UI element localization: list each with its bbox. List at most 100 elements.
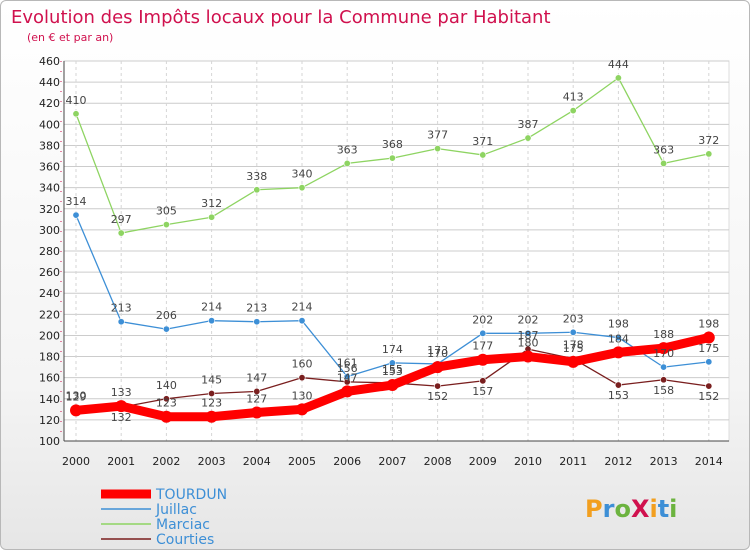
data-point-tourdun (386, 379, 399, 392)
x-tick-label: 2014 (695, 455, 723, 468)
data-point-marciac (479, 151, 487, 159)
x-tick-label: 2002 (152, 455, 180, 468)
data-point-juillac (524, 329, 532, 337)
data-label-juillac: 170 (653, 347, 674, 360)
data-point-juillac (162, 325, 170, 333)
data-point-courties (253, 387, 261, 395)
data-point-marciac (72, 110, 80, 118)
data-point-marciac (705, 150, 713, 158)
data-label-courties: 155 (382, 363, 403, 376)
y-tick-label: 180 (39, 351, 60, 364)
data-label-courties: 152 (698, 390, 719, 403)
data-label-tourdun: 147 (337, 371, 358, 384)
y-tick-label: 280 (39, 245, 60, 258)
data-point-tourdun (522, 350, 534, 363)
y-tick-label: 160 (39, 372, 60, 385)
x-tick-label: 2013 (650, 455, 678, 468)
x-tick-label: 2003 (198, 455, 226, 468)
data-point-marciac (660, 159, 668, 167)
data-label-courties: 145 (201, 374, 222, 387)
y-tick-label: 260 (39, 266, 60, 279)
data-point-tourdun (657, 342, 670, 355)
data-label-tourdun: 170 (427, 347, 448, 360)
data-point-courties (298, 374, 306, 382)
x-tick-label: 2007 (378, 455, 406, 468)
y-tick-label: 340 (39, 182, 60, 195)
data-point-tourdun (250, 406, 263, 419)
y-tick-label: 140 (39, 393, 60, 406)
data-label-marciac: 387 (518, 118, 539, 131)
data-label-juillac: 198 (608, 318, 629, 331)
data-label-juillac: 174 (382, 343, 403, 356)
x-tick-label: 2006 (333, 455, 361, 468)
data-label-courties: 132 (111, 411, 132, 424)
logo-text: ProXiti (585, 495, 677, 523)
data-point-juillac (208, 317, 216, 325)
data-label-juillac: 214 (292, 301, 313, 314)
data-point-juillac (388, 359, 396, 367)
data-label-courties: 160 (292, 358, 313, 371)
data-label-courties: 156 (337, 362, 358, 375)
data-point-tourdun (115, 400, 128, 413)
y-tick-label: 380 (39, 139, 60, 152)
data-point-courties (208, 389, 216, 397)
y-tick-label: 240 (39, 287, 60, 300)
data-point-tourdun (70, 404, 82, 417)
data-label-marciac: 444 (608, 58, 629, 71)
y-tick-label: 420 (39, 97, 60, 110)
data-label-courties: 157 (472, 385, 493, 398)
data-point-juillac (614, 334, 622, 342)
data-point-tourdun (341, 385, 354, 398)
data-label-courties: 158 (653, 384, 674, 397)
data-point-marciac (298, 184, 306, 192)
data-label-courties: 140 (156, 379, 177, 392)
data-label-juillac: 214 (201, 301, 222, 314)
y-tick-label: 320 (39, 203, 60, 216)
data-label-tourdun: 153 (382, 365, 403, 378)
data-label-juillac: 213 (246, 302, 267, 315)
data-point-tourdun (431, 361, 444, 374)
x-tick-label: 2010 (514, 455, 542, 468)
data-point-marciac (162, 221, 170, 229)
x-tick-label: 2011 (559, 455, 587, 468)
data-point-tourdun (296, 403, 308, 416)
data-label-marciac: 410 (66, 94, 87, 107)
chart-subtitle: (en € et par an) (27, 31, 113, 44)
data-label-juillac: 206 (156, 309, 177, 322)
data-label-juillac: 314 (66, 195, 87, 208)
x-tick-label: 2008 (424, 455, 452, 468)
data-label-marciac: 363 (653, 143, 674, 156)
data-point-juillac (72, 211, 80, 219)
data-label-marciac: 413 (563, 91, 584, 104)
data-point-marciac (388, 154, 396, 162)
data-point-juillac (117, 318, 125, 326)
data-point-marciac (569, 107, 577, 115)
data-label-marciac: 305 (156, 205, 177, 218)
data-label-tourdun: 133 (111, 386, 132, 399)
data-label-marciac: 340 (292, 168, 313, 181)
data-point-courties (434, 382, 442, 390)
x-tick-label: 2000 (62, 455, 90, 468)
y-tick-label: 120 (39, 414, 60, 427)
data-label-courties: 178 (563, 339, 584, 352)
data-point-juillac (253, 318, 261, 326)
data-label-courties: 130 (66, 389, 87, 402)
data-point-juillac (705, 358, 713, 366)
data-label-courties: 152 (427, 390, 448, 403)
data-point-marciac (614, 74, 622, 82)
data-point-courties (614, 381, 622, 389)
data-point-marciac (253, 186, 261, 194)
data-point-marciac (524, 134, 532, 142)
data-label-juillac: 203 (563, 312, 584, 325)
data-point-marciac (343, 159, 351, 167)
data-point-juillac (343, 373, 351, 381)
y-tick-label: 460 (39, 55, 60, 68)
data-label-tourdun: 123 (201, 397, 222, 410)
data-point-juillac (569, 328, 577, 336)
data-label-tourdun: 180 (518, 337, 539, 350)
x-tick-label: 2009 (469, 455, 497, 468)
data-point-marciac (208, 213, 216, 221)
data-point-juillac (479, 329, 487, 337)
